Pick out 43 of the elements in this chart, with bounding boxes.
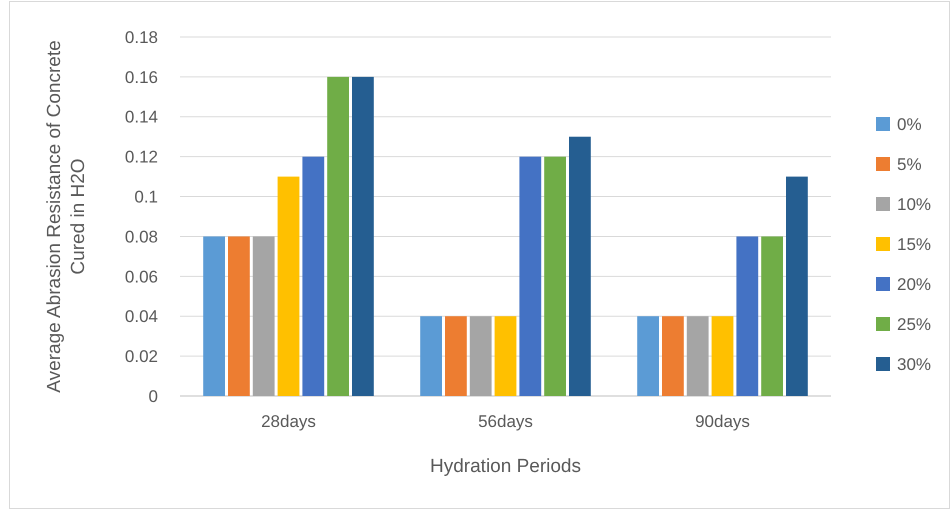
y-tick-label: 0.1 [134,188,158,207]
legend-label: 20% [897,274,932,294]
x-tick-label: 28days [261,412,316,431]
bar [228,236,250,396]
bar [686,316,709,396]
bar [544,156,566,396]
bar [420,316,442,396]
bar [786,176,808,396]
y-tick-label: 0.06 [124,267,158,286]
legend-label: 5% [897,154,922,174]
bar [252,236,275,396]
bar [203,236,225,396]
bar [662,316,684,396]
x-axis-title: Hydration Periods [430,456,582,477]
bar [712,316,734,396]
bar [761,236,783,396]
x-tick-label: 56days [478,412,533,431]
y-tick-label: 0.18 [124,28,158,47]
legend-label: 25% [897,314,932,334]
bar [302,156,324,396]
y-tick-label: 0.12 [124,148,158,167]
y-tick-label: 0.04 [124,307,158,326]
bar [519,156,542,396]
y-tick-label: 0 [148,386,158,406]
bar [445,316,467,396]
y-tick-label: 0.08 [124,227,158,246]
y-tick-label: 0.14 [124,108,158,127]
legend-label: 30% [897,354,932,374]
bar [352,76,374,396]
y-tick-label: 0.02 [124,347,158,366]
bar [736,236,758,396]
legend-label: 15% [897,234,932,254]
bar [569,136,591,396]
bar [494,316,516,396]
y-axis-title: Average Abrasion Resistance of Concrete Cured in H2O [44,40,89,393]
bar [637,316,659,396]
y-tick-label: 0.16 [124,68,158,87]
x-tick-label: 90days [695,412,750,431]
legend-label: 0% [897,114,922,134]
bar [327,76,349,396]
bar [470,316,492,396]
legend-label: 10% [897,194,932,214]
bar [278,176,300,396]
